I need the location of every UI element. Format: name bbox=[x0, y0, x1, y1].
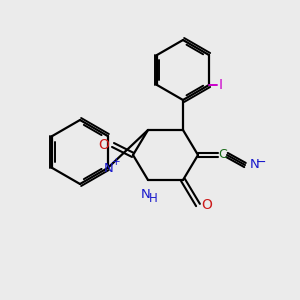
Text: N: N bbox=[104, 161, 114, 175]
Text: N: N bbox=[250, 158, 260, 172]
Text: N: N bbox=[141, 188, 150, 200]
Text: −: − bbox=[256, 155, 266, 169]
Text: I: I bbox=[219, 78, 223, 92]
Text: C: C bbox=[219, 148, 227, 161]
Text: O: O bbox=[99, 138, 110, 152]
Text: +: + bbox=[112, 157, 121, 167]
Text: H: H bbox=[149, 191, 158, 205]
Text: O: O bbox=[202, 198, 212, 212]
